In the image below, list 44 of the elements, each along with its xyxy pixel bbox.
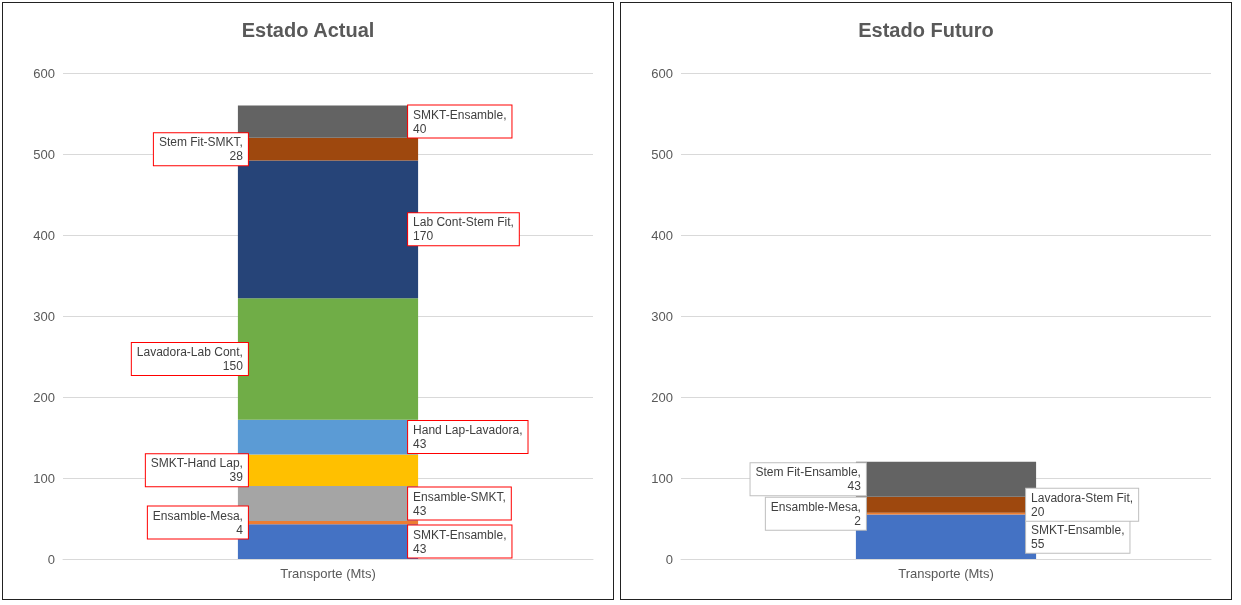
y-tick-label: 0 (665, 551, 673, 567)
data-label: 20 (1031, 504, 1045, 519)
data-label: 40 (413, 121, 427, 136)
series-label: Lavadora-Lab Cont, (136, 344, 243, 359)
x-tick-label: Transporte (Mts) (898, 566, 994, 581)
x-tick-label: Transporte (Mts) (280, 566, 376, 581)
data-label: 55 (1031, 536, 1045, 551)
y-tick-label: 500 (651, 146, 673, 162)
y-tick-label: 400 (651, 227, 673, 243)
chart-title: Estado Actual (241, 19, 375, 41)
y-tick-label: 300 (651, 308, 673, 324)
y-tick-label: 600 (33, 65, 55, 81)
series-label: SMKT-Hand Lap, (150, 456, 243, 471)
series-label: Lavadora-Stem Fit, (1031, 490, 1134, 505)
y-tick-label: 300 (33, 308, 55, 324)
data-label: 43 (413, 541, 427, 556)
y-tick-label: 400 (33, 227, 55, 243)
data-label: 43 (413, 503, 427, 518)
series-label: Stem Fit-Ensamble, (755, 465, 861, 480)
y-tick-label: 0 (47, 551, 55, 567)
data-label: 150 (222, 358, 244, 373)
y-tick-label: 100 (33, 470, 55, 486)
y-tick-label: 100 (651, 470, 673, 486)
y-tick-label: 500 (33, 146, 55, 162)
data-label: 2 (854, 513, 862, 528)
data-label: 170 (413, 229, 434, 244)
series-label: Ensamble-Mesa, (152, 508, 243, 523)
data-label: 43 (413, 437, 427, 452)
series-label: Hand Lap-Lavadora, (413, 423, 523, 438)
series-label: SMKT-Ensamble, (413, 107, 507, 122)
data-label: 28 (229, 149, 244, 164)
series-label: SMKT-Ensamble, (1031, 522, 1125, 537)
y-tick-label: 200 (33, 389, 55, 405)
chart-title: Estado Futuro (858, 19, 994, 41)
series-label: Ensamble-SMKT, (413, 489, 506, 504)
data-label: 39 (229, 470, 244, 485)
data-label: 4 (236, 522, 244, 537)
y-tick-label: 200 (651, 389, 673, 405)
y-tick-label: 600 (651, 65, 673, 81)
series-label: Stem Fit-SMKT, (158, 135, 243, 150)
series-label: Ensamble-Mesa, (770, 499, 861, 514)
series-label: SMKT-Ensamble, (413, 527, 507, 542)
series-label: Lab Cont-Stem Fit, (413, 215, 514, 230)
data-label: 43 (847, 479, 862, 494)
